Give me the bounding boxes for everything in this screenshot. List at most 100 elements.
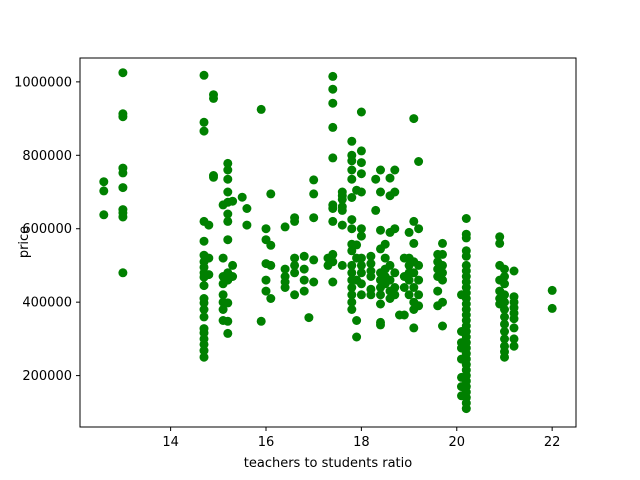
data-point [376, 299, 385, 309]
data-point [500, 297, 509, 307]
data-point [347, 224, 357, 234]
data-point [199, 298, 209, 308]
data-point [500, 264, 509, 274]
data-point [261, 224, 271, 234]
data-point [99, 210, 109, 220]
data-point [414, 290, 424, 300]
data-point [328, 204, 338, 213]
data-point [356, 146, 366, 156]
data-point [404, 275, 414, 285]
data-point [228, 196, 238, 206]
data-point [509, 334, 519, 344]
data-point [309, 277, 319, 287]
y-tick-label: 200000 [22, 369, 72, 384]
data-point [356, 107, 366, 117]
data-point [433, 286, 443, 296]
data-point [380, 239, 390, 249]
data-point [376, 320, 385, 330]
data-point [380, 253, 390, 263]
data-point [371, 174, 381, 184]
y-tick-label: 1000000 [14, 75, 72, 90]
data-point [385, 173, 395, 183]
data-point [347, 283, 357, 292]
data-point [366, 272, 376, 281]
data-point [209, 93, 218, 103]
data-point [376, 165, 385, 175]
data-point [337, 205, 347, 215]
data-point [509, 341, 519, 351]
data-point [266, 294, 276, 303]
y-tick-label: 800000 [22, 149, 72, 164]
data-point [399, 310, 409, 320]
data-point [347, 297, 357, 307]
data-point [337, 194, 347, 204]
data-point [218, 290, 228, 300]
data-point [461, 214, 471, 223]
data-point [337, 260, 347, 270]
data-point [495, 238, 505, 248]
data-point [280, 264, 290, 274]
data-point [414, 260, 424, 270]
data-point [228, 260, 238, 270]
data-point [352, 240, 362, 250]
data-point [438, 321, 447, 331]
data-point [223, 328, 233, 338]
data-point [99, 186, 109, 196]
data-point [118, 68, 128, 78]
data-point [352, 332, 362, 342]
data-point [366, 251, 376, 261]
data-point [266, 240, 276, 250]
data-point [199, 117, 209, 127]
x-tick-label: 16 [258, 435, 275, 450]
y-tick-label: 600000 [22, 222, 72, 237]
data-point [223, 165, 233, 175]
data-point [242, 204, 252, 213]
data-point [328, 277, 338, 287]
data-point [199, 236, 209, 246]
data-point [118, 112, 128, 122]
data-point [328, 216, 338, 226]
data-point [199, 339, 209, 349]
data-point [266, 260, 276, 270]
data-point [261, 286, 271, 296]
data-point [199, 126, 209, 136]
data-point [500, 279, 509, 289]
data-point [218, 253, 228, 263]
points-layer [99, 68, 557, 414]
x-axis-label: teachers to students ratio [244, 456, 413, 471]
data-point [280, 222, 290, 232]
data-point [328, 71, 338, 81]
y-axis-ticks: 200000 400000 600000 800000 1000000 [14, 75, 80, 384]
data-point [438, 238, 447, 248]
data-point [328, 122, 338, 132]
data-point [223, 158, 233, 168]
data-point [500, 290, 509, 300]
data-point [356, 224, 366, 234]
data-point [290, 268, 300, 278]
data-point [199, 352, 209, 362]
data-point [256, 316, 266, 326]
data-point [199, 312, 209, 322]
data-point [290, 260, 300, 270]
data-point [385, 275, 395, 285]
data-point [347, 305, 357, 314]
data-point [328, 98, 338, 108]
data-point [242, 220, 252, 230]
data-point [390, 290, 400, 300]
data-point [347, 193, 357, 202]
data-point [385, 260, 395, 270]
data-point [366, 290, 376, 300]
data-point [299, 275, 309, 285]
data-point [356, 231, 366, 241]
data-point [509, 323, 519, 333]
data-point [299, 286, 309, 296]
data-point [390, 187, 400, 197]
data-point [223, 216, 233, 226]
data-point [347, 136, 357, 146]
data-point [223, 298, 233, 308]
data-point [356, 268, 366, 278]
data-point [309, 175, 319, 185]
data-point [438, 268, 447, 278]
data-point [500, 272, 509, 281]
